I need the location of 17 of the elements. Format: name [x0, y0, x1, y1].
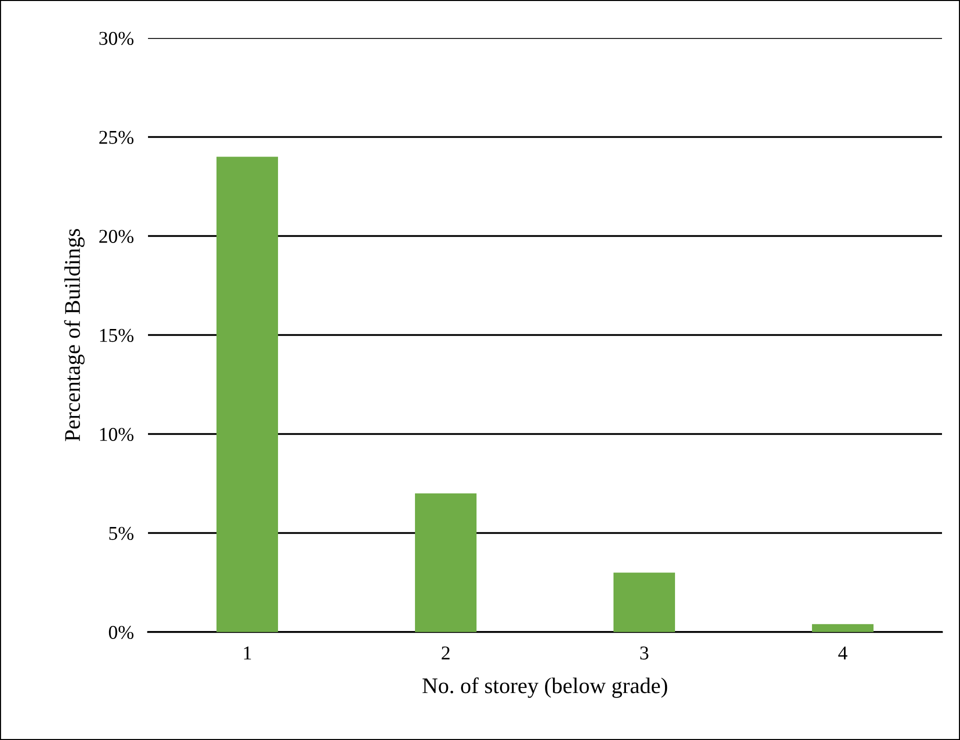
- y-tick-label: 20%: [99, 230, 134, 243]
- y-tick-label: 10%: [100, 428, 134, 441]
- x-tick-label: 3: [640, 646, 648, 660]
- y-axis-title: Percentage of Buildings: [64, 229, 85, 442]
- bar: [414, 493, 477, 632]
- y-tick-label: 0%: [108, 626, 134, 639]
- y-tick-label: 15%: [100, 328, 134, 342]
- bar: [812, 624, 874, 632]
- bar: [613, 572, 676, 632]
- y-tick-label: 30%: [99, 32, 134, 45]
- x-tick-label: 1: [244, 646, 251, 660]
- x-axis-title: No. of storey (below grade): [422, 677, 668, 698]
- y-tick-label: 5%: [109, 526, 134, 540]
- bar: [216, 156, 278, 632]
- y-tick-label: 25%: [99, 130, 134, 144]
- x-tick-label: 2: [442, 646, 450, 660]
- x-tick-label: 4: [838, 646, 848, 660]
